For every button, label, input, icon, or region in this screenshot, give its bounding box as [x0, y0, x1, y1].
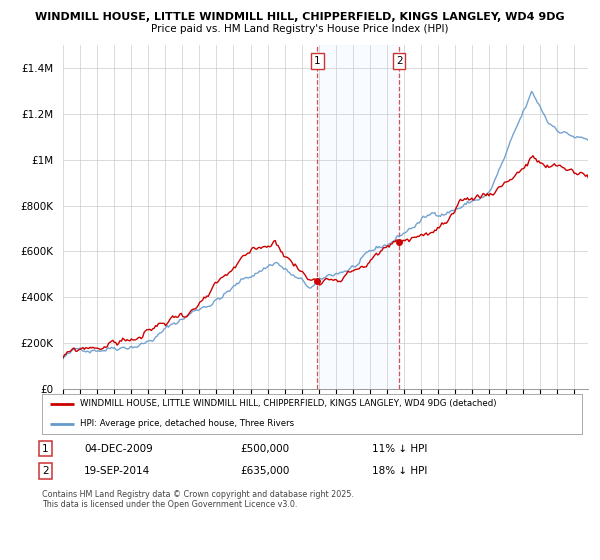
Text: 1: 1 — [42, 444, 49, 454]
Text: Price paid vs. HM Land Registry's House Price Index (HPI): Price paid vs. HM Land Registry's House … — [151, 24, 449, 34]
Text: £635,000: £635,000 — [240, 466, 289, 476]
Text: 2: 2 — [396, 56, 403, 66]
Text: 19-SEP-2014: 19-SEP-2014 — [84, 466, 150, 476]
Text: WINDMILL HOUSE, LITTLE WINDMILL HILL, CHIPPERFIELD, KINGS LANGLEY, WD4 9DG (deta: WINDMILL HOUSE, LITTLE WINDMILL HILL, CH… — [80, 399, 496, 408]
Text: 2: 2 — [42, 466, 49, 476]
Text: 11% ↓ HPI: 11% ↓ HPI — [372, 444, 427, 454]
Text: WINDMILL HOUSE, LITTLE WINDMILL HILL, CHIPPERFIELD, KINGS LANGLEY, WD4 9DG: WINDMILL HOUSE, LITTLE WINDMILL HILL, CH… — [35, 12, 565, 22]
Text: £500,000: £500,000 — [240, 444, 289, 454]
Bar — [317, 45, 399, 389]
Text: 1: 1 — [314, 56, 320, 66]
Text: 18% ↓ HPI: 18% ↓ HPI — [372, 466, 427, 476]
Text: 04-DEC-2009: 04-DEC-2009 — [84, 444, 153, 454]
Text: Contains HM Land Registry data © Crown copyright and database right 2025.
This d: Contains HM Land Registry data © Crown c… — [42, 490, 354, 510]
Text: HPI: Average price, detached house, Three Rivers: HPI: Average price, detached house, Thre… — [80, 419, 294, 428]
